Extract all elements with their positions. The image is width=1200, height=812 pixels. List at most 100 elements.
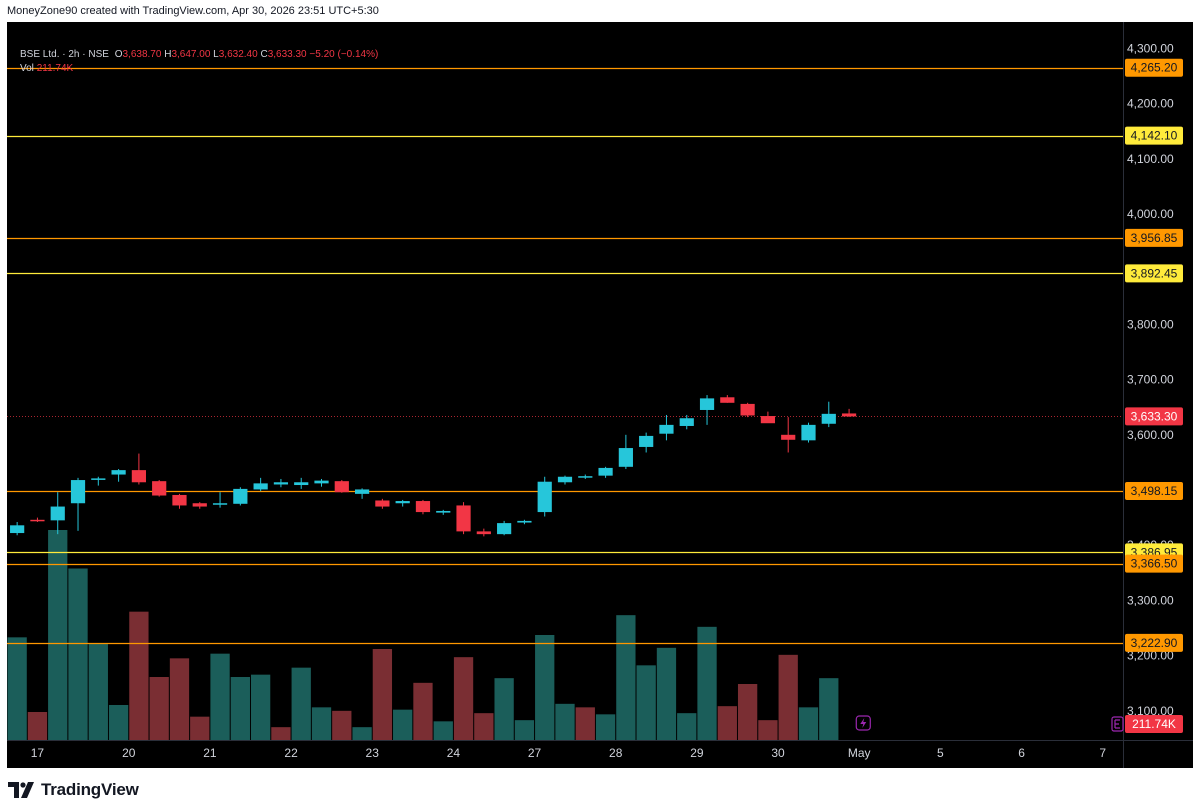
horizontal-levels[interactable] <box>7 67 1123 645</box>
chart-icons[interactable] <box>855 715 1124 732</box>
level-price-label[interactable]: 3,498.15 <box>1125 482 1183 501</box>
chart-area[interactable]: 4,300.004,200.004,100.004,000.003,900.00… <box>7 22 1193 768</box>
candle[interactable] <box>395 499 410 507</box>
volume-bar <box>433 721 453 740</box>
y-tick-label: 3,600.00 <box>1127 428 1174 442</box>
level-price-label-text: 4,142.10 <box>1131 129 1178 143</box>
candle[interactable] <box>253 477 268 492</box>
candles[interactable] <box>10 395 857 537</box>
last-price-label[interactable]: 3,633.30 <box>1125 407 1183 426</box>
level-price-label[interactable]: 3,956.85 <box>1125 228 1183 247</box>
candle-body <box>273 482 289 485</box>
candle[interactable] <box>578 474 593 479</box>
level-price-label[interactable]: 4,142.10 <box>1125 126 1183 145</box>
candle[interactable] <box>557 475 573 485</box>
candle[interactable] <box>314 478 329 487</box>
candle[interactable] <box>699 395 715 425</box>
volume-bar <box>819 678 839 740</box>
level-price-label[interactable]: 4,265.20 <box>1125 58 1183 77</box>
change-value: −5.20 (−0.14%) <box>309 49 379 60</box>
candle[interactable] <box>537 476 552 517</box>
candle[interactable] <box>354 488 370 499</box>
candle[interactable] <box>517 519 532 525</box>
candle-body <box>740 403 755 416</box>
candle[interactable] <box>821 401 836 428</box>
volume-bar <box>129 611 149 740</box>
candle[interactable] <box>233 487 248 506</box>
y-tick-label: 3,100.00 <box>1127 704 1174 718</box>
candle[interactable] <box>720 395 735 403</box>
candle[interactable] <box>497 520 512 536</box>
candle[interactable] <box>111 469 126 482</box>
candle[interactable] <box>456 502 471 535</box>
candle[interactable] <box>334 480 349 493</box>
earnings-icon-glyph <box>1114 719 1120 729</box>
candle[interactable] <box>91 476 106 486</box>
candle[interactable] <box>618 434 633 470</box>
candle[interactable] <box>639 432 654 453</box>
earnings-icon[interactable] <box>1111 716 1124 732</box>
candle[interactable] <box>781 417 796 453</box>
level-price-label-text: 3,498.15 <box>1131 484 1178 498</box>
volume-bar <box>656 647 677 740</box>
level-price-label[interactable]: 3,222.90 <box>1125 633 1183 652</box>
candle[interactable] <box>50 492 65 535</box>
y-tick-label: 4,000.00 <box>1127 207 1174 221</box>
lightning-icon[interactable] <box>855 715 871 731</box>
volume-bar <box>758 720 778 740</box>
y-tick-label: 3,700.00 <box>1127 373 1174 387</box>
candle-body <box>821 413 836 424</box>
volume-bar <box>311 707 332 740</box>
volume-bar <box>636 665 656 740</box>
level-price-label-text: 3,892.45 <box>1131 266 1178 280</box>
candle[interactable] <box>436 509 451 515</box>
volume-axis-label: 211.74K <box>1125 715 1183 733</box>
candle[interactable] <box>152 480 167 497</box>
candle[interactable] <box>212 492 228 508</box>
chart-credit: MoneyZone90 created with TradingView.com… <box>7 5 379 17</box>
candle-body <box>111 470 126 475</box>
candle[interactable] <box>10 522 25 536</box>
x-tick-label: 17 <box>31 746 45 760</box>
candle[interactable] <box>415 499 431 515</box>
volume-bar <box>88 643 108 740</box>
candle[interactable] <box>740 402 755 418</box>
level-price-label[interactable]: 3,366.50 <box>1125 554 1183 573</box>
candle[interactable] <box>131 453 146 485</box>
y-tick-label: 4,200.00 <box>1127 97 1174 111</box>
volume-bar <box>555 703 575 740</box>
candle[interactable] <box>30 517 45 523</box>
candle[interactable] <box>273 478 289 488</box>
earnings-icon-frame <box>1111 716 1124 732</box>
level-price-label-bg <box>1125 633 1183 652</box>
candle[interactable] <box>801 422 816 443</box>
level-price-label[interactable]: 3,892.45 <box>1125 264 1183 283</box>
candle[interactable] <box>192 502 207 509</box>
candle-body <box>720 397 735 403</box>
volume-bar <box>717 706 737 740</box>
candle[interactable] <box>659 414 674 441</box>
candle-body <box>517 520 532 523</box>
volume-bar <box>48 530 68 740</box>
candle[interactable] <box>679 414 694 430</box>
level-price-label-text: 3,366.50 <box>1131 557 1178 571</box>
x-tick-label: 7 <box>1099 746 1106 760</box>
tradingview-logo[interactable]: TradingView <box>8 780 139 800</box>
candle[interactable] <box>841 408 857 417</box>
volume-bar <box>291 667 311 740</box>
x-tick-label: 6 <box>1018 746 1025 760</box>
candle[interactable] <box>375 498 390 509</box>
candle[interactable] <box>70 477 86 531</box>
volume-bar <box>575 707 595 740</box>
candle[interactable] <box>294 477 309 489</box>
price-chart[interactable]: 4,300.004,200.004,100.004,000.003,900.00… <box>7 22 1193 768</box>
candle[interactable] <box>476 528 491 537</box>
symbol-name[interactable]: BSE Ltd. · 2h · NSE <box>20 49 109 60</box>
candle[interactable] <box>172 493 187 509</box>
candle[interactable] <box>760 411 776 424</box>
volume-label[interactable]: Vol <box>20 63 34 74</box>
legend-row-volume: Vol 211.74K <box>20 62 378 76</box>
lightning-icon-glyph <box>860 718 867 728</box>
volume-bar <box>514 720 535 740</box>
candle[interactable] <box>598 466 613 478</box>
